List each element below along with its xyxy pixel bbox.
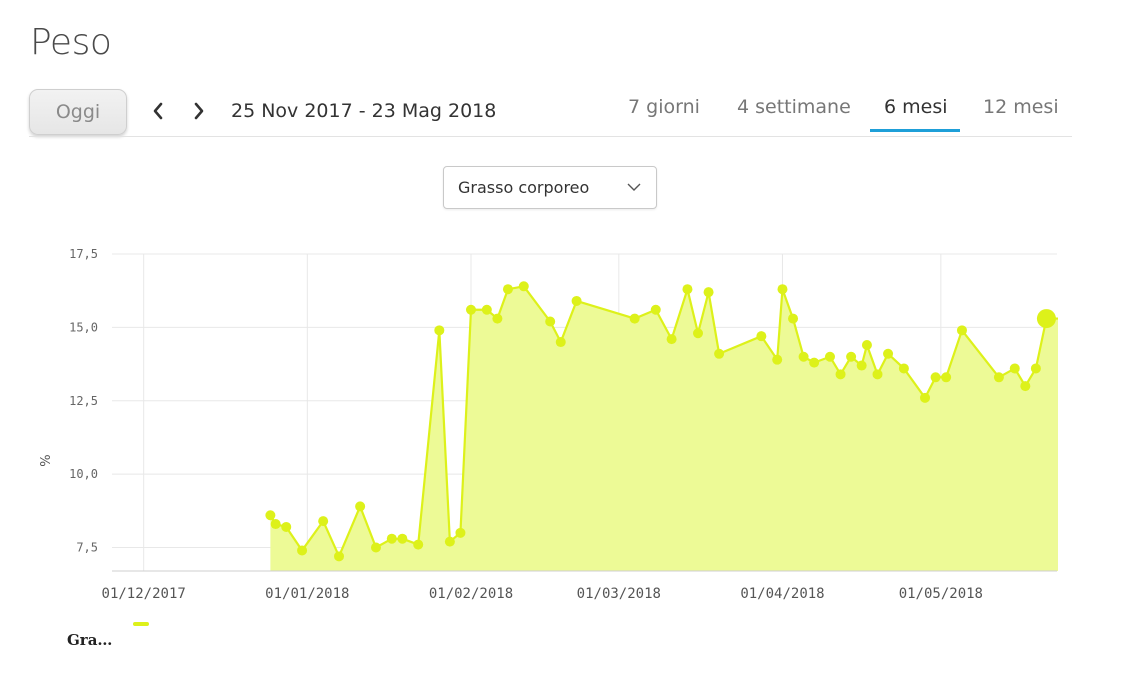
data-point[interactable] [714, 348, 725, 359]
data-point[interactable] [434, 325, 445, 336]
legend-swatch [133, 622, 149, 626]
tab-12-mesi[interactable]: 12 mesi [983, 96, 1059, 118]
chevron-down-icon [627, 183, 641, 191]
data-point[interactable] [1009, 363, 1020, 374]
data-point[interactable] [856, 360, 867, 371]
date-range-label: 25 Nov 2017 - 23 Mag 2018 [231, 100, 497, 122]
data-point[interactable] [666, 334, 677, 345]
data-point[interactable] [545, 316, 556, 327]
tab-6-mesi[interactable]: 6 mesi [884, 96, 948, 118]
x-tick-label: 01/12/2017 [102, 586, 186, 602]
x-tick-label: 01/01/2018 [265, 586, 349, 602]
data-point[interactable] [650, 304, 661, 315]
y-tick-label: 17,5 [69, 247, 98, 261]
data-point-latest[interactable] [1036, 309, 1056, 329]
data-point[interactable] [386, 533, 397, 544]
data-point[interactable] [481, 304, 492, 315]
metric-select-value: Grasso corporeo [458, 178, 590, 197]
data-point[interactable] [777, 284, 788, 295]
data-point[interactable] [281, 521, 292, 532]
chart-axes: 7,5 10,0 12,5 15,0 17,5 01/12/2017 01/01/2018 0… [39, 247, 1057, 602]
x-tick-label: 01/03/2018 [577, 586, 661, 602]
data-point[interactable] [788, 313, 799, 324]
data-point[interactable] [1030, 363, 1041, 374]
data-point[interactable] [318, 516, 329, 527]
data-point[interactable] [444, 536, 455, 547]
data-point[interactable] [555, 337, 566, 348]
data-point[interactable] [920, 392, 931, 403]
data-point[interactable] [518, 281, 529, 292]
data-point[interactable] [861, 339, 872, 350]
x-tick-label: 01/02/2018 [429, 586, 513, 602]
data-point[interactable] [370, 542, 381, 553]
data-point[interactable] [297, 545, 308, 556]
data-point[interactable] [956, 325, 967, 336]
data-point[interactable] [693, 328, 704, 339]
chevron-left-icon [153, 102, 163, 120]
data-point[interactable] [809, 357, 820, 368]
data-point[interactable] [629, 313, 640, 324]
prev-period-button[interactable] [146, 97, 170, 125]
chart-points [265, 281, 1056, 562]
data-point[interactable] [334, 551, 345, 562]
metric-select[interactable]: Grasso corporeo [443, 166, 657, 209]
data-point[interactable] [455, 527, 466, 538]
data-point[interactable] [1020, 381, 1031, 392]
data-point[interactable] [756, 331, 767, 342]
data-point[interactable] [571, 295, 582, 306]
tab-4-settimane[interactable]: 4 settimane [737, 96, 851, 118]
data-point[interactable] [703, 287, 714, 298]
chart-area [269, 285, 1058, 571]
data-point[interactable] [883, 348, 894, 359]
next-period-button[interactable] [187, 97, 211, 125]
data-point[interactable] [898, 363, 909, 374]
chevron-right-icon [194, 102, 204, 120]
x-tick-label: 01/05/2018 [899, 586, 983, 602]
active-tab-indicator [870, 129, 960, 132]
y-tick-label: 12,5 [69, 394, 98, 408]
today-button[interactable]: Oggi [29, 89, 127, 135]
data-point[interactable] [265, 510, 276, 521]
data-point[interactable] [930, 372, 941, 383]
y-tick-label: 7,5 [76, 541, 98, 555]
data-point[interactable] [397, 533, 408, 544]
legend-label: Gra… [67, 631, 113, 649]
y-axis-title: % [39, 454, 54, 466]
data-point[interactable] [835, 369, 846, 380]
series-area-fill [270, 286, 1058, 571]
y-tick-label: 10,0 [69, 467, 98, 481]
data-point[interactable] [941, 372, 952, 383]
data-point[interactable] [502, 284, 513, 295]
x-tick-label: 01/04/2018 [740, 586, 824, 602]
data-point[interactable] [492, 313, 503, 324]
data-point[interactable] [824, 351, 835, 362]
data-point[interactable] [872, 369, 883, 380]
page-title: Peso [30, 22, 112, 63]
data-point[interactable] [798, 351, 809, 362]
data-point[interactable] [270, 519, 281, 530]
tab-7-giorni[interactable]: 7 giorni [628, 96, 700, 118]
data-point[interactable] [355, 501, 366, 512]
data-point[interactable] [993, 372, 1004, 383]
data-point[interactable] [846, 351, 857, 362]
data-point[interactable] [682, 284, 693, 295]
data-point[interactable] [465, 304, 476, 315]
data-point[interactable] [413, 539, 424, 550]
y-tick-label: 15,0 [69, 320, 98, 334]
data-point[interactable] [772, 354, 783, 365]
header-divider [29, 136, 1072, 137]
